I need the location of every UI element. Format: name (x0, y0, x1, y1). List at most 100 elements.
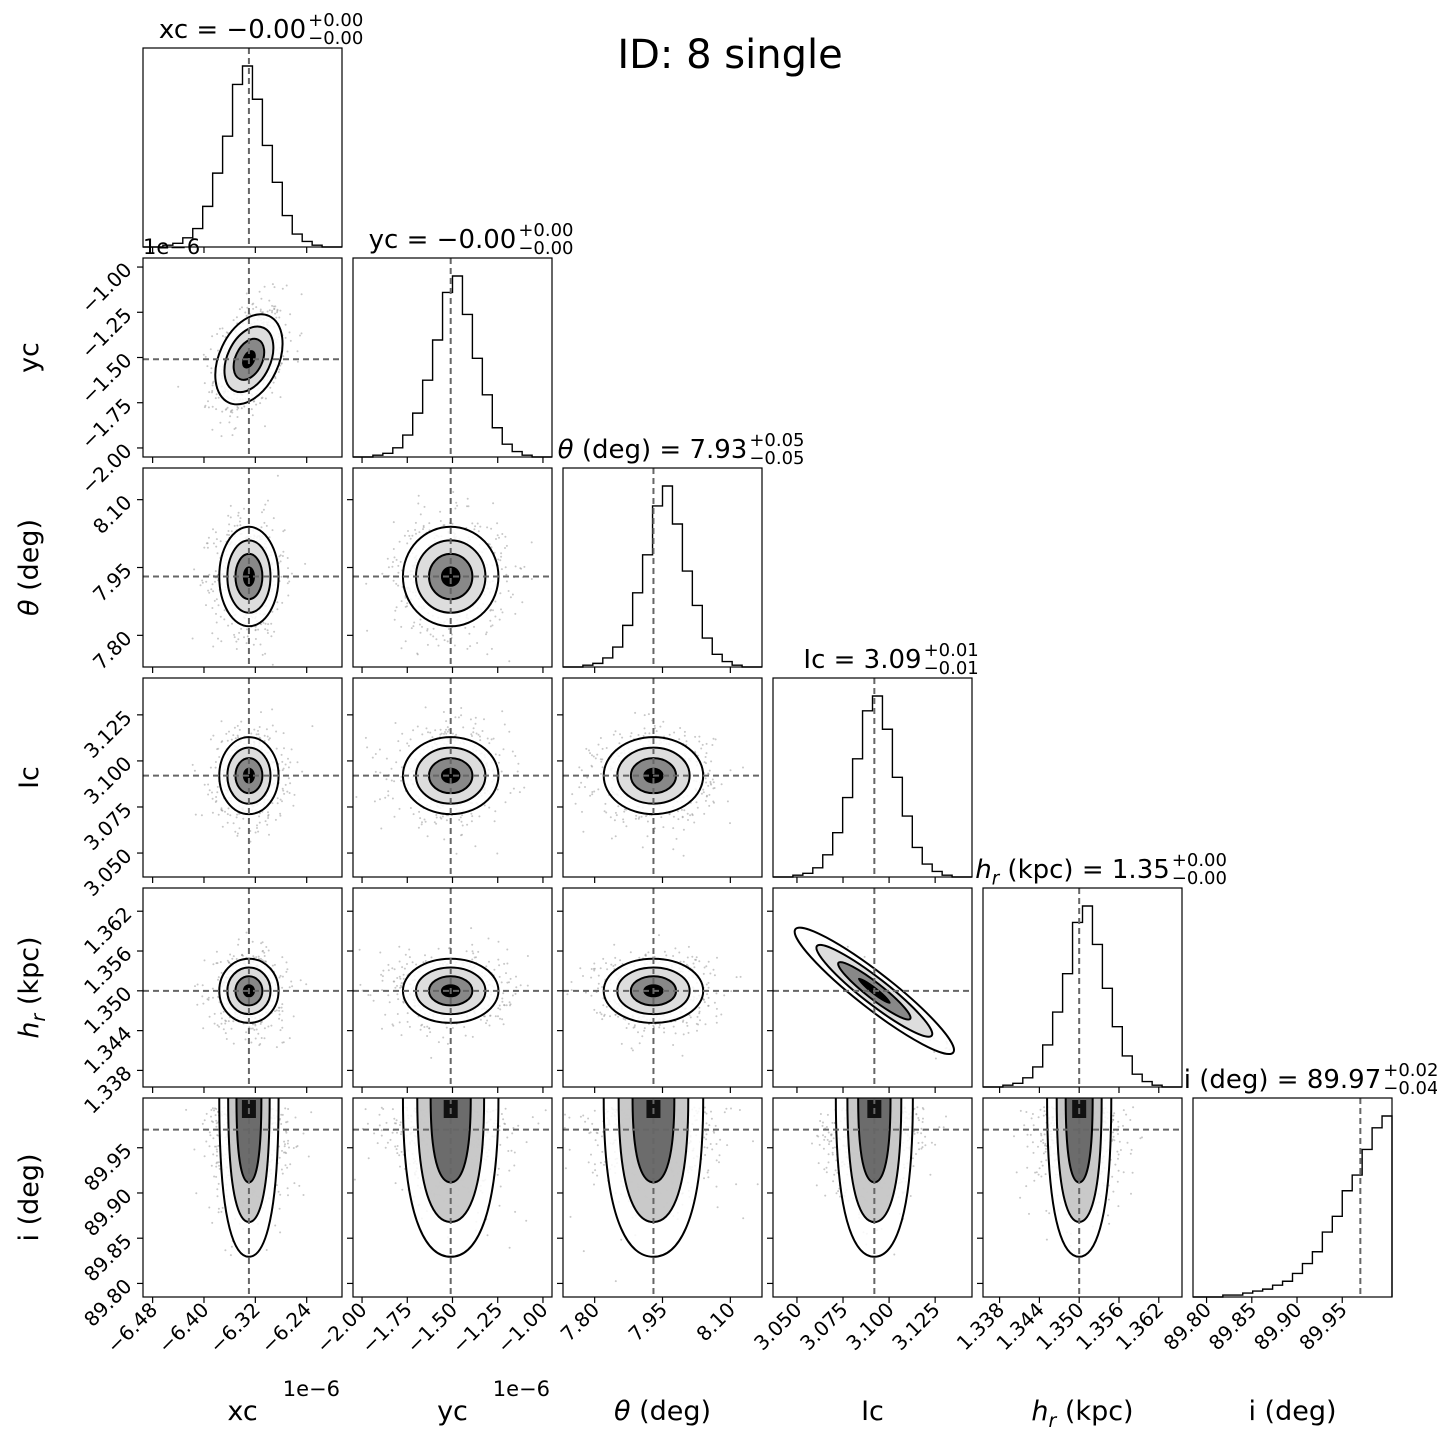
scatter-point (415, 532, 417, 535)
scatter-point (505, 573, 508, 576)
scatter-point (393, 780, 396, 783)
scatter-point (720, 783, 723, 786)
scatter-point (457, 716, 460, 719)
scatter-point (266, 632, 269, 634)
scatter-point (263, 1037, 266, 1040)
scatter-point (211, 791, 213, 794)
scatter-point (231, 434, 234, 437)
scatter-point (700, 747, 703, 750)
scatter-point (279, 798, 282, 801)
scatter-point (426, 628, 429, 630)
scatter-point (490, 608, 493, 611)
scatter-point (288, 986, 291, 989)
panel-title-main: Ic = 3.09 (803, 645, 921, 675)
scatter-point (500, 555, 503, 558)
scatter-point (473, 625, 475, 628)
scatter-point (260, 942, 263, 945)
scatter-point (260, 526, 263, 529)
scatter-point (708, 769, 711, 772)
scatter-point (311, 725, 314, 728)
scatter-point (439, 520, 442, 522)
scatter-point (502, 1023, 505, 1026)
scatter-point (245, 931, 248, 934)
scatter-point (708, 793, 711, 796)
scatter-point (224, 1019, 227, 1022)
scatter-point (700, 792, 703, 795)
scatter-point (212, 542, 215, 545)
scatter-point (384, 1013, 387, 1016)
scatter-point (488, 742, 491, 745)
scatter-point (431, 736, 434, 739)
scatter-point (443, 639, 446, 642)
scatter-point (208, 591, 211, 594)
scatter-point (305, 983, 308, 986)
scatter-point (489, 625, 492, 628)
scatter-point (371, 756, 374, 759)
scatter-point (263, 951, 266, 954)
scatter-point (387, 566, 390, 569)
scatter-point (274, 818, 277, 821)
scatter-point (479, 735, 481, 738)
scatter-panel-hr-vs-yc (347, 887, 553, 1093)
scatter-point (634, 711, 637, 714)
scatter-point (518, 791, 521, 794)
scatter-point (471, 950, 474, 953)
scatter-point (241, 306, 243, 309)
scatter-point (203, 783, 206, 786)
scatter-point (466, 823, 469, 826)
scatter-point (373, 800, 376, 803)
scatter-point (392, 561, 394, 563)
scatter-point (483, 718, 485, 721)
scatter-point (400, 647, 403, 650)
scatter-point (704, 756, 707, 758)
scatter-point (206, 542, 209, 545)
scatter-point (221, 327, 224, 330)
scatter-point (265, 946, 268, 948)
scatter-point (201, 579, 204, 582)
scatter-point (403, 534, 406, 537)
scatter-point (227, 807, 230, 810)
scatter-point (514, 565, 517, 568)
scatter-point (672, 848, 675, 851)
scatter-point (214, 397, 217, 400)
scatter-point (304, 562, 307, 565)
scatter-point (499, 592, 502, 595)
scatter-point (711, 778, 714, 781)
scatter-point (286, 557, 289, 559)
scatter-point (271, 964, 274, 967)
scatter-point (281, 287, 284, 290)
scatter-point (399, 977, 402, 980)
scatter-point (517, 762, 520, 765)
y-tick-label: 7.80 (88, 626, 136, 674)
scatter-point (444, 731, 446, 733)
scatter-point (270, 1024, 273, 1027)
scatter-point (236, 416, 239, 418)
scatter-point (229, 415, 232, 418)
scatter-point (245, 1031, 248, 1034)
scatter-point (258, 726, 261, 728)
scatter-point (281, 760, 284, 763)
scatter-point (530, 541, 533, 544)
scatter-point (271, 304, 274, 307)
scatter-point (279, 364, 282, 367)
scatter-point (378, 748, 381, 751)
scatter-point (580, 781, 583, 784)
scatter-point (200, 814, 203, 817)
scatter-point (288, 792, 291, 794)
scatter-point (494, 753, 497, 756)
scatter-point (392, 521, 395, 524)
scatter-point (488, 806, 491, 809)
scatter-point (366, 629, 369, 632)
scatter-point (290, 572, 293, 575)
scatter-point (271, 663, 274, 666)
scatter-point (232, 734, 235, 737)
scatter-point (705, 742, 708, 745)
scatter-point (213, 599, 216, 602)
scatter-point (493, 968, 496, 971)
scatter-point (240, 627, 243, 630)
scatter-point (281, 1019, 283, 1022)
scatter-point (682, 854, 685, 857)
scatter-point (208, 1015, 211, 1018)
scatter-point (259, 1023, 262, 1025)
scatter-point (300, 293, 303, 296)
